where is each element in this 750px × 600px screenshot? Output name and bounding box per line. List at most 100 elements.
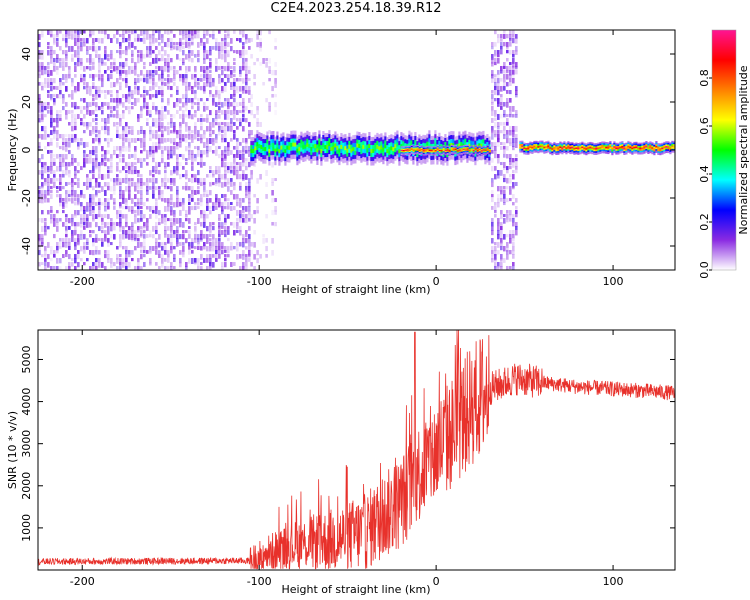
spectrogram-cell xyxy=(422,154,425,160)
spectrogram-cell xyxy=(155,134,158,140)
spectrogram-cell xyxy=(434,149,437,152)
spectrogram-cell xyxy=(266,131,269,137)
spectrogram-cell xyxy=(92,202,95,206)
spectrogram-cell xyxy=(41,154,44,160)
spectrogram-cell xyxy=(62,206,65,210)
spectrogram-cell xyxy=(101,154,104,158)
spectrogram-cell xyxy=(164,166,167,170)
spectrogram-cell xyxy=(131,50,134,56)
spectrogram-cell xyxy=(271,94,274,98)
spectrogram-cell xyxy=(182,154,185,160)
spectrogram-cell xyxy=(428,147,431,150)
spectrogram-cell xyxy=(125,170,128,174)
spectrogram-cell xyxy=(212,102,215,106)
spectrogram-cell xyxy=(221,66,224,70)
spectrogram-cell xyxy=(254,146,257,151)
spectrogram-cell xyxy=(56,134,59,139)
spectrogram-cell xyxy=(80,46,83,52)
spectrogram-cell xyxy=(80,62,83,66)
spectrogram-cell xyxy=(253,82,256,86)
spectrogram-cell xyxy=(292,142,295,148)
spectrogram-cell xyxy=(462,147,465,150)
spectrogram-cell xyxy=(545,149,548,152)
spectrogram-cell xyxy=(158,254,161,259)
spectrogram-cell xyxy=(206,66,209,70)
spectrogram-cell xyxy=(209,166,212,170)
spectrogram-cell xyxy=(137,34,140,40)
spectrogram-cell xyxy=(446,157,449,162)
spectrogram-cell xyxy=(161,258,164,264)
spectrogram-cell xyxy=(146,54,149,58)
spectrogram-cell xyxy=(173,78,176,82)
spectrogram-cell xyxy=(521,143,524,147)
spectrogram-cell xyxy=(245,158,248,162)
spectrogram-cell xyxy=(191,154,194,160)
spectrogram-cell xyxy=(131,258,134,262)
spectrogram-cell xyxy=(137,202,140,206)
spectrogram-cell xyxy=(56,118,59,123)
spectrogram-cell xyxy=(53,98,56,104)
spectrogram-cell xyxy=(258,144,261,149)
spectrogram-cell xyxy=(500,234,503,240)
spectrogram-cell xyxy=(101,262,104,268)
spectrogram-cell xyxy=(59,118,62,122)
spectrogram-cell xyxy=(521,147,524,150)
spectrogram-cell xyxy=(164,174,167,179)
spectrogram-cell xyxy=(245,174,248,180)
spectrogram-cell xyxy=(41,210,44,215)
spectrogram-cell xyxy=(503,86,506,91)
spectrogram-cell xyxy=(83,162,86,168)
spectrogram-cell xyxy=(245,162,248,167)
spectrogram-cell xyxy=(245,74,248,79)
spectrogram-cell xyxy=(188,46,191,50)
spectrogram-cell xyxy=(342,138,345,144)
spectrogram-cell xyxy=(248,242,251,247)
spectrogram-cell xyxy=(56,94,59,99)
spectrogram-cell xyxy=(167,254,170,258)
spectrogram-cell xyxy=(62,238,65,244)
spectrogram-cell xyxy=(432,148,435,151)
spectrogram-cell xyxy=(83,42,86,47)
spectrogram-cell xyxy=(71,182,74,187)
spectrogram-cell xyxy=(288,133,291,139)
spectrogram-cell xyxy=(667,144,670,147)
spectrogram-cell xyxy=(262,155,265,160)
spectrogram-cell xyxy=(663,146,666,149)
spectrogram-cell xyxy=(107,130,110,136)
spectrogram-cell xyxy=(478,152,481,155)
spectrogram-cell xyxy=(122,38,125,43)
spectrogram-cell xyxy=(233,86,236,91)
spectrogram-cell xyxy=(336,153,339,159)
spectrogram-cell xyxy=(354,158,357,164)
spectrogram-cell xyxy=(422,152,425,155)
spectrogram-cell xyxy=(230,206,233,211)
spectrogram-cell xyxy=(472,133,475,138)
spectrogram-cell xyxy=(95,134,98,138)
spectrogram-cell xyxy=(110,166,113,170)
spectrogram-cell xyxy=(673,150,675,153)
spectrogram-cell xyxy=(92,166,95,171)
spectrogram-cell xyxy=(256,206,259,210)
spectrogram-cell xyxy=(466,154,469,159)
spectrogram-cell xyxy=(206,142,209,148)
spectrogram-cell xyxy=(155,58,158,64)
spectrogram-cell xyxy=(140,162,143,168)
spectrogram-cell xyxy=(571,148,574,151)
spectrogram-cell xyxy=(77,46,80,50)
spectrogram-cell xyxy=(119,170,122,174)
spectrogram-cell xyxy=(221,150,224,156)
spectrogram-cell xyxy=(140,54,143,59)
spectrogram-cell xyxy=(239,66,242,72)
spectrogram-cell xyxy=(134,230,137,235)
spectrogram-cell xyxy=(525,143,528,146)
spectrogram-cell xyxy=(274,140,277,146)
spectrogram-cell xyxy=(406,146,409,149)
spectrogram-cell xyxy=(101,230,104,234)
spectrogram-cell xyxy=(89,90,92,96)
spectrogram-cell xyxy=(140,30,143,36)
spectrogram-cell xyxy=(304,148,307,154)
spectrogram-cell xyxy=(290,146,293,152)
spectrogram-cell xyxy=(500,78,503,82)
spectrogram-cell xyxy=(191,150,194,156)
spectrogram-cell xyxy=(356,151,359,157)
